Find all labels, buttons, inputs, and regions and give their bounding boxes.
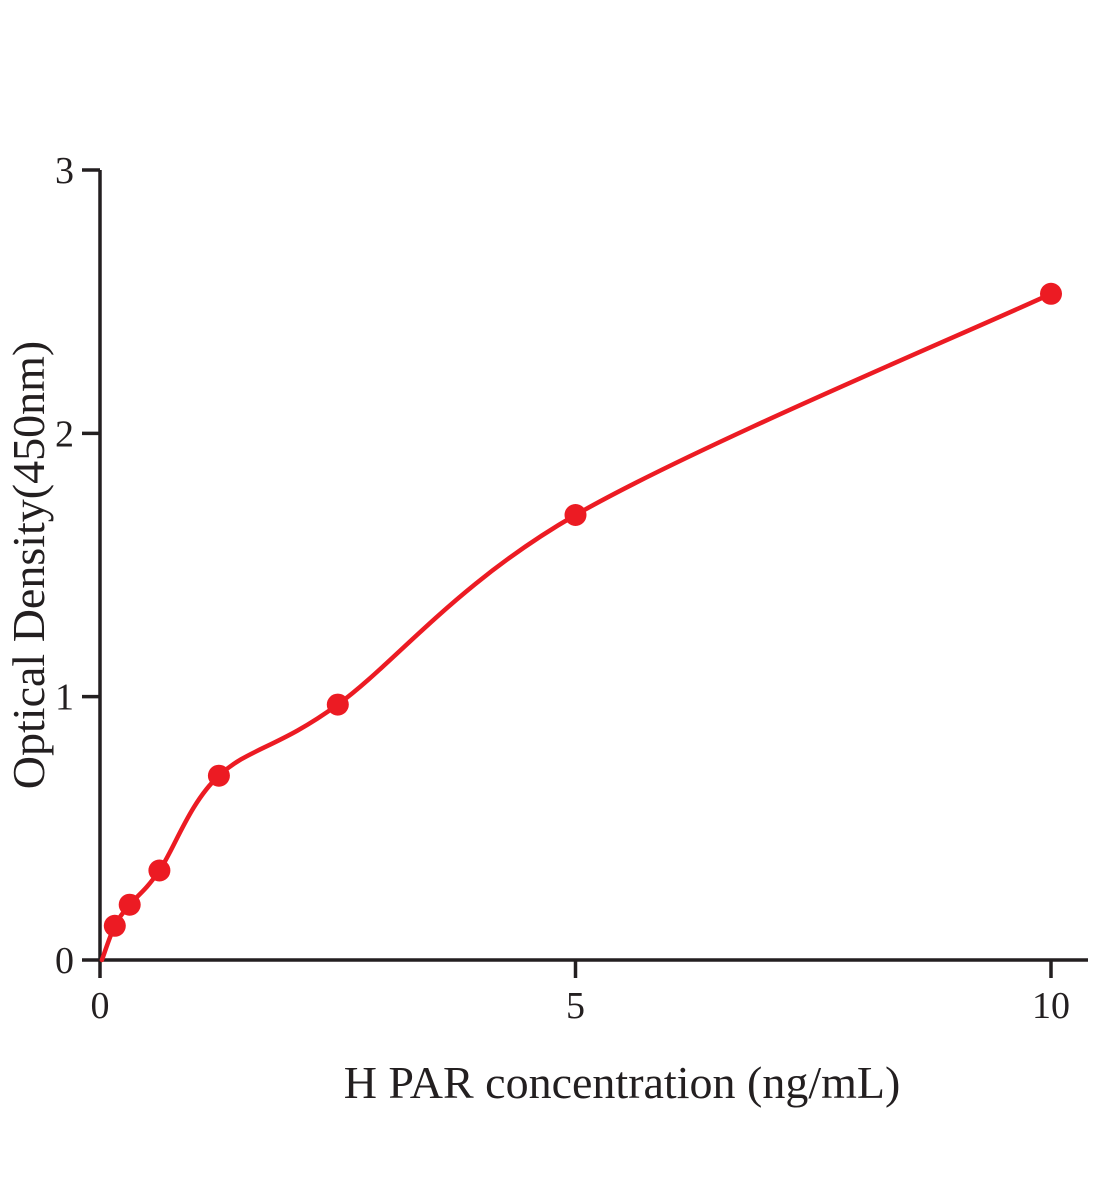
data-points <box>103 282 1062 937</box>
data-point <box>118 893 141 916</box>
data-point <box>564 504 587 526</box>
data-point <box>326 693 349 716</box>
x-tick-label: 10 <box>1032 985 1070 1027</box>
x-tick-label: 5 <box>566 985 585 1027</box>
y-tick-label: 0 <box>55 940 74 982</box>
fit-curve-line <box>99 291 1054 963</box>
y-tick-label: 3 <box>55 150 74 192</box>
x-axis-label: H PAR concentration (ng/mL) <box>344 1057 901 1108</box>
y-tick-label: 2 <box>55 413 74 455</box>
tick-marks: 0 5 10 0 1 2 3 <box>55 150 1070 1027</box>
data-point <box>1040 282 1062 305</box>
x-tick-label: 0 <box>91 985 110 1027</box>
data-point <box>148 859 171 882</box>
data-point <box>103 914 126 937</box>
data-point <box>207 764 230 787</box>
y-axis-label: Optical Density(450nm) <box>3 341 54 789</box>
axes <box>98 170 1088 962</box>
y-tick-label: 1 <box>55 677 74 719</box>
fit-curve <box>99 291 1054 963</box>
